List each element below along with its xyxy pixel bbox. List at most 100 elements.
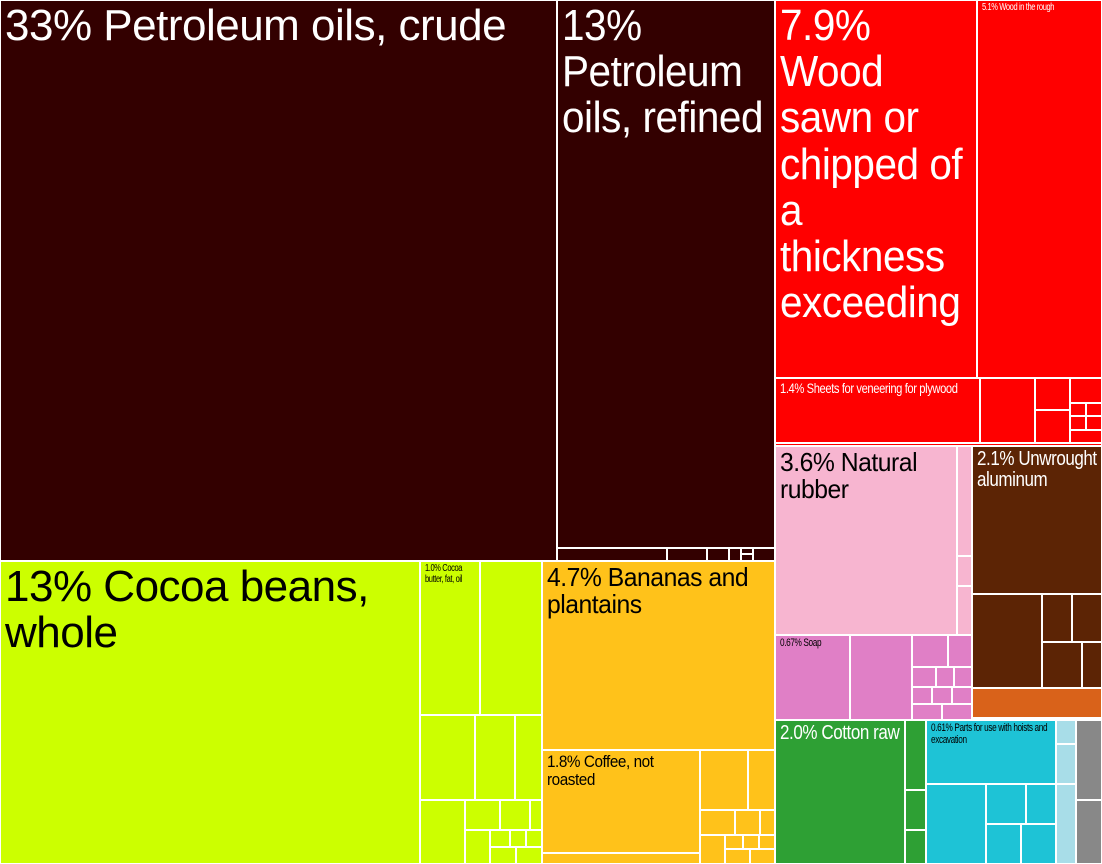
treemap-minor-tile [700,750,748,810]
treemap-minor-tile [850,635,912,720]
treemap-minor-tile [1086,403,1102,416]
treemap-tile-label: 0.67% Soap [780,637,822,649]
treemap-minor-tile [725,849,750,864]
treemap-minor-tile [905,790,926,830]
treemap-minor-tile [1035,378,1070,410]
treemap-minor-tile [1070,416,1086,430]
treemap-tile: 7.9% Wood sawn or chipped of a thickness… [775,0,977,378]
treemap-minor-tile [1070,430,1102,443]
treemap-tile: 1.0% Cocoa butter, fat, oil [420,561,480,715]
treemap-tile-label: 0.61% Parts for use with hoists and exca… [931,722,1048,746]
treemap-minor-tile [759,835,775,849]
treemap-minor-tile [475,715,515,800]
treemap-minor-tile [1056,720,1076,744]
treemap-tile-label: 4.7% Bananas and plantains [547,562,749,620]
treemap-minor-tile [526,830,542,847]
treemap-tile: 1.4% Sheets for veneering for plywood [775,378,980,443]
treemap-tile: 0.67% Soap [775,635,850,720]
treemap-minor-tile [1076,720,1102,800]
treemap-minor-tile [905,830,926,864]
treemap-minor-tile [1021,824,1056,864]
treemap-minor-tile [986,784,1026,824]
treemap-tile-label: 2.0% Cotton raw [780,722,900,744]
treemap-minor-tile [542,853,700,864]
treemap-minor-tile [954,667,972,687]
treemap-minor-tile [465,830,490,864]
treemap-minor-tile [926,784,986,864]
treemap-minor-tile [1086,416,1102,430]
treemap-minor-tile [735,810,760,835]
treemap-minor-tile [912,635,948,667]
treemap-minor-tile [750,849,775,864]
treemap-minor-tile [420,800,465,864]
treemap-minor-tile [775,443,1102,446]
treemap-minor-tile [1042,594,1072,642]
treemap-minor-tile [1056,784,1076,864]
treemap-minor-tile [936,667,954,687]
treemap-minor-tile [707,548,729,561]
treemap-tile-label: 33% Petroleum oils, crude [5,1,507,50]
treemap-minor-tile [905,720,926,790]
treemap-minor-tile [1026,784,1056,824]
treemap-minor-tile [748,750,775,810]
treemap-minor-tile [516,847,542,864]
treemap-tile: 2.1% Unwrought aluminum [972,446,1102,594]
treemap-minor-tile [932,687,952,704]
treemap-tile-label: 5.1% Wood in the rough [982,2,1055,13]
treemap-minor-tile [530,800,542,830]
treemap-minor-tile [741,548,753,554]
treemap-tile-label: 3.6% Natural rubber [780,447,918,505]
treemap-tile: 5.1% Wood in the rough [977,0,1102,378]
treemap-minor-tile [729,548,741,561]
treemap-minor-tile [465,800,500,830]
treemap-minor-tile [480,561,542,715]
treemap-tile-label: 1.8% Coffee, not roasted [547,752,654,789]
treemap-tile-label: 13% Petroleum oils, refined [562,1,764,143]
treemap-tile: 0.61% Parts for use with hoists and exca… [926,720,1056,784]
treemap-tile-label: 1.4% Sheets for veneering for plywood [780,380,958,396]
treemap-minor-tile [725,835,743,849]
treemap-minor-tile [1072,594,1102,642]
treemap-tile: 13% Petroleum oils, refined [557,0,775,548]
treemap-minor-tile [510,830,526,847]
treemap-minor-tile [980,378,1035,443]
treemap-minor-tile [490,830,510,847]
treemap-minor-tile [912,687,932,704]
treemap-minor-tile [1076,800,1102,864]
treemap-tile-label: 2.1% Unwrought aluminum [977,448,1097,491]
treemap-minor-tile [700,835,725,864]
treemap-minor-tile [741,554,753,561]
treemap-tile: 1.8% Coffee, not roasted [542,750,700,853]
treemap-minor-tile [667,548,707,561]
treemap-minor-tile [490,847,516,864]
treemap-minor-tile [942,704,972,720]
treemap-minor-tile [760,810,775,835]
treemap-minor-tile [912,667,936,687]
treemap-minor-tile [1070,378,1102,403]
treemap-minor-tile [743,835,759,849]
treemap-tile: 4.7% Bananas and plantains [542,561,775,750]
treemap-minor-tile [1056,744,1076,784]
treemap-minor-tile [700,810,735,835]
treemap-tile-label: 7.9% Wood sawn or chipped of a thickness… [780,1,963,328]
treemap-minor-tile [957,586,972,635]
treemap-minor-tile [972,688,1102,718]
treemap-minor-tile [957,556,972,586]
treemap-minor-tile [420,715,475,800]
treemap-minor-tile [1082,642,1102,688]
treemap-tile-label: 13% Cocoa beans, whole [5,562,369,658]
treemap-minor-tile [912,704,942,720]
treemap-minor-tile [557,548,667,561]
treemap-minor-tile [1070,403,1086,416]
treemap-tile: 13% Cocoa beans, whole [0,561,420,864]
treemap-minor-tile [500,800,530,830]
treemap-minor-tile [948,635,972,667]
treemap-tile-label: 1.0% Cocoa butter, fat, oil [425,563,463,585]
treemap-minor-tile [952,687,972,704]
treemap-tile: 33% Petroleum oils, crude [0,0,557,561]
treemap-minor-tile [972,594,1042,688]
treemap-tile: 2.0% Cotton raw [775,720,905,864]
treemap-minor-tile [753,548,775,561]
treemap-minor-tile [1035,410,1070,443]
